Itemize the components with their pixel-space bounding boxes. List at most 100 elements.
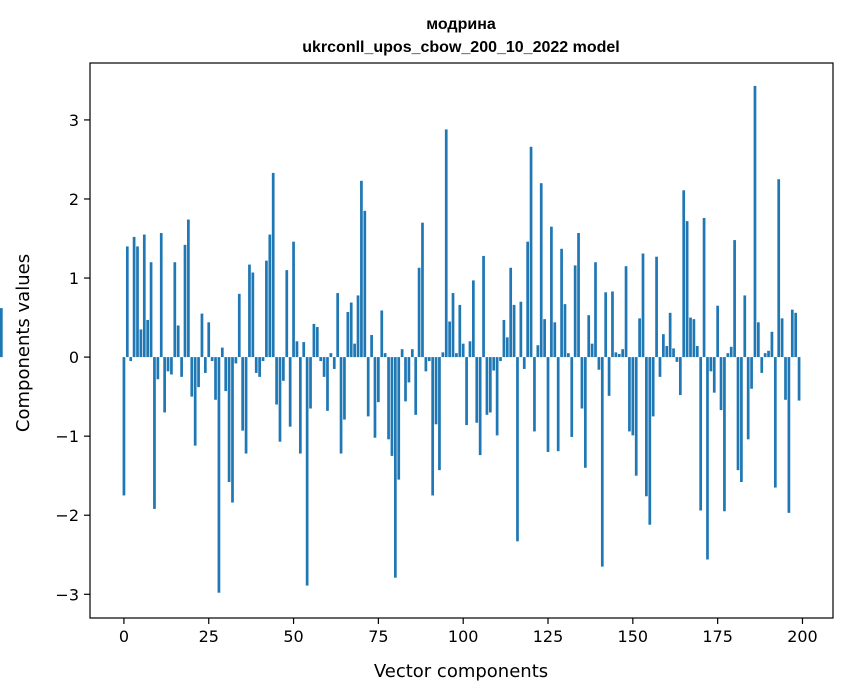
bar-component-173: [709, 357, 713, 372]
bar-component-121: [533, 357, 536, 432]
y-tick-label: 3: [69, 111, 79, 130]
bar-component-145: [614, 352, 618, 358]
bar-component-101: [465, 357, 468, 426]
x-axis-label: Vector components: [374, 661, 548, 682]
bar-component-125: [546, 357, 550, 452]
bar-component-127: [553, 322, 557, 358]
bar-component-10: [156, 357, 160, 380]
bar-component-109: [492, 357, 496, 371]
bar-component-19: [187, 219, 190, 358]
bar-component-172: [706, 357, 709, 560]
x-tick-label: 75: [368, 627, 388, 646]
bar-component-154: [645, 357, 648, 497]
bar-component-8: [149, 262, 153, 358]
bar-component-186: [753, 85, 757, 358]
bar-component-undefined: [0, 308, 3, 358]
bar-component-155: [648, 357, 652, 525]
bar-component-88: [421, 222, 424, 358]
bar-component-83: [404, 357, 407, 402]
bar-component-192: [773, 357, 777, 488]
bar-component-147: [621, 349, 625, 358]
bar-component-74: [373, 357, 377, 438]
bar-component-156: [651, 357, 655, 417]
bar-component-23: [200, 313, 204, 358]
bar-component-113: [505, 337, 509, 358]
bar-component-112: [502, 319, 506, 358]
bar-component-59: [322, 357, 326, 377]
x-tick-label: 150: [618, 627, 649, 646]
bar-component-99: [458, 304, 462, 358]
bar-component-179: [729, 346, 733, 358]
bar-component-149: [628, 357, 631, 432]
bar-component-137: [587, 315, 591, 358]
bar-component-126: [550, 226, 553, 358]
bar-component-122: [536, 345, 540, 358]
bar-component-188: [760, 357, 764, 373]
x-tick-label: 50: [283, 627, 303, 646]
bar-component-108: [488, 357, 492, 413]
bar-component-174: [712, 357, 716, 393]
bar-component-102: [468, 341, 472, 358]
bar-component-15: [173, 262, 177, 358]
bar-component-114: [509, 267, 513, 358]
bar-component-60: [326, 357, 329, 411]
bar-component-16: [176, 325, 180, 358]
bars-group: [0, 85, 801, 593]
bar-component-141: [600, 357, 604, 567]
bar-component-165: [682, 190, 686, 358]
bar-component-120: [529, 146, 533, 358]
bar-component-171: [702, 217, 706, 358]
bar-component-28: [217, 357, 221, 593]
bar-component-65: [343, 357, 346, 420]
bar-component-164: [678, 357, 682, 396]
bar-component-100: [461, 343, 465, 358]
bar-component-38: [251, 272, 255, 358]
bar-component-14: [170, 357, 173, 375]
y-tick-label: 1: [69, 269, 79, 288]
bar-component-198: [794, 312, 798, 358]
bar-component-193: [777, 179, 781, 358]
y-tick-label: 0: [69, 348, 79, 367]
chart-title: модрина: [426, 16, 496, 33]
bar-component-61: [329, 353, 333, 358]
bar-component-195: [784, 357, 787, 400]
bar-component-119: [526, 241, 530, 358]
x-tick-label: 125: [533, 627, 564, 646]
bar-component-199: [797, 357, 801, 401]
bar-component-197: [790, 309, 794, 358]
bar-component-30: [224, 357, 228, 392]
chart-subtitle: ukrconll_upos_cbow_200_10_2022 model: [302, 39, 619, 56]
bar-component-71: [363, 210, 367, 358]
bar-component-136: [583, 357, 587, 468]
bar-component-92: [434, 357, 438, 425]
bar-component-93: [438, 357, 441, 471]
bar-component-50: [292, 241, 295, 358]
bar-component-80: [393, 357, 397, 578]
bar-component-54: [305, 357, 309, 586]
bar-component-139: [594, 262, 597, 358]
bar-component-105: [478, 357, 482, 456]
bar-component-131: [567, 353, 570, 358]
bar-component-41: [261, 357, 265, 362]
bar-component-2: [129, 357, 133, 362]
bar-component-175: [716, 305, 719, 358]
bar-component-115: [512, 304, 516, 358]
bar-component-153: [641, 253, 645, 358]
bar-component-42: [265, 260, 268, 358]
bar-component-29: [220, 347, 224, 358]
bar-component-103: [472, 280, 475, 358]
bar-component-1: [125, 246, 129, 358]
bar-component-107: [485, 357, 489, 415]
bar-component-178: [726, 353, 730, 358]
bar-component-72: [366, 357, 370, 417]
bar-component-7: [146, 319, 150, 358]
bar-component-84: [407, 357, 411, 383]
bar-component-140: [597, 357, 601, 370]
bar-component-177: [723, 357, 726, 512]
bar-component-17: [180, 357, 183, 377]
bar-component-170: [699, 357, 703, 511]
bar-component-106: [482, 255, 485, 358]
bar-component-191: [770, 331, 774, 358]
bar-component-31: [227, 357, 231, 483]
bar-component-183: [743, 295, 747, 358]
